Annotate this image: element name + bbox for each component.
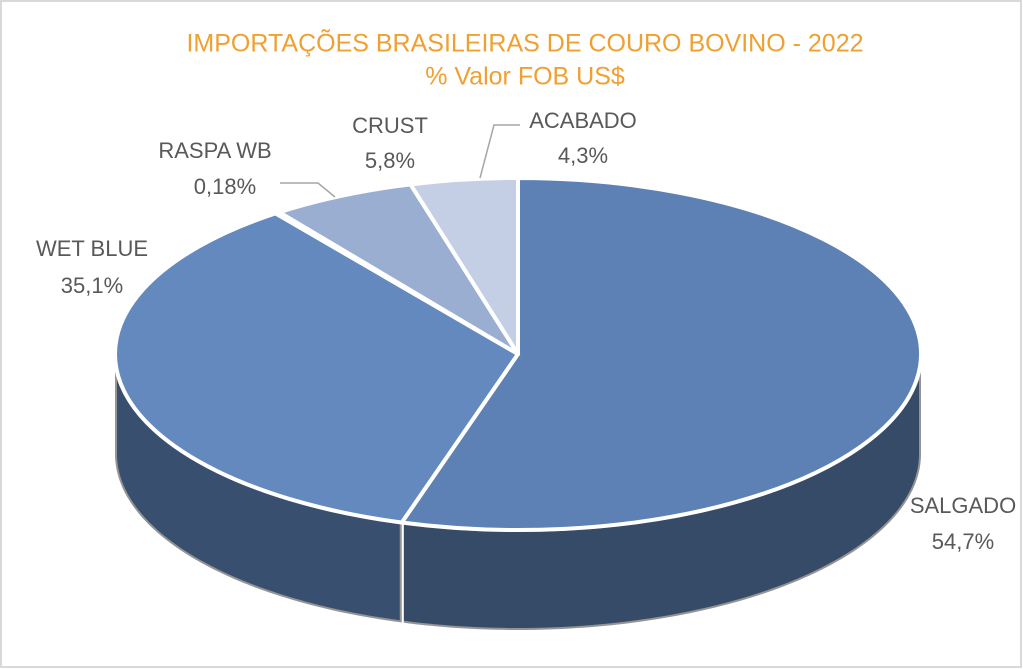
label-name: WET BLUE [36,236,148,261]
label-name: RASPA WB [158,138,271,163]
label-name: CRUST [352,113,428,138]
pie [113,176,924,632]
label-value: 5,8% [365,148,415,173]
label-name: SALGADO [910,493,1016,518]
chart-subtitle: % Valor FOB US$ [425,63,625,91]
slice [113,211,520,525]
label-value: 35,1% [61,273,123,298]
chart-title: IMPORTAÇÕES BRASILEIRAS DE COURO BOVINO … [186,29,863,58]
label-value: 0,18% [194,174,256,199]
label-name: ACABADO [529,108,637,133]
slice [277,182,520,356]
slice [399,176,924,532]
label-value: 54,7% [932,529,994,554]
data-labels: SALGADO 54,7% WET BLUE 35,1% RASPA WB 0,… [36,108,1016,554]
leader-line [479,124,520,179]
slice-side-shade [401,354,922,630]
leader-line [280,182,336,198]
slice-side-shade [115,354,402,623]
label-value: 4,3% [558,143,608,168]
slice [408,176,520,356]
